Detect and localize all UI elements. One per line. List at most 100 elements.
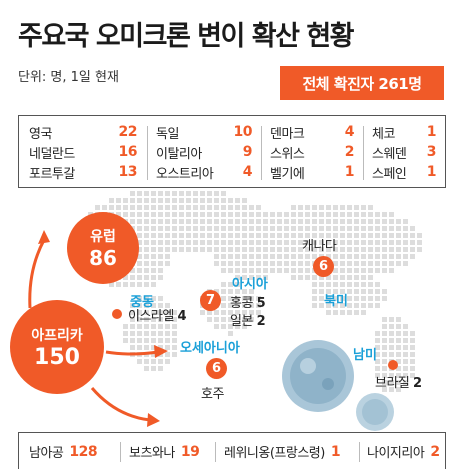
map-dot bbox=[172, 233, 177, 238]
map-dot bbox=[277, 233, 282, 238]
map-dot bbox=[200, 233, 205, 238]
map-dot bbox=[396, 352, 401, 357]
map-dot bbox=[263, 240, 268, 245]
map-dot bbox=[249, 261, 254, 266]
map-dot bbox=[158, 212, 163, 217]
country-name: 벨기에 bbox=[270, 166, 305, 182]
country-count: 13 bbox=[118, 164, 138, 180]
map-dot bbox=[382, 331, 387, 336]
map-dot bbox=[144, 268, 149, 273]
map-dot bbox=[221, 317, 226, 322]
africa-country-table: 남아공 128 보츠와나 19 레위니옹(프랑스령) 1 나이지리아 2 bbox=[18, 432, 446, 469]
country-count: 1 bbox=[426, 164, 437, 180]
map-dot bbox=[95, 205, 100, 210]
map-dot bbox=[284, 240, 289, 245]
map-dot bbox=[375, 359, 380, 364]
map-dot bbox=[375, 226, 380, 231]
map-dot bbox=[137, 275, 142, 280]
map-dot bbox=[396, 261, 401, 266]
map-dot bbox=[347, 247, 352, 252]
map-dot bbox=[361, 261, 366, 266]
map-dot bbox=[368, 275, 373, 280]
map-dot bbox=[326, 289, 331, 294]
map-dot bbox=[242, 233, 247, 238]
map-dot bbox=[151, 331, 156, 336]
map-dot bbox=[186, 191, 191, 196]
map-dot bbox=[417, 233, 422, 238]
label-japan: 일본 2 bbox=[230, 310, 266, 329]
country-name: 나이지리아 bbox=[367, 446, 425, 461]
map-dot bbox=[347, 310, 352, 315]
map-dot bbox=[158, 226, 163, 231]
column-divider bbox=[363, 126, 364, 180]
map-dot bbox=[214, 247, 219, 252]
map-dot bbox=[382, 226, 387, 231]
map-dot bbox=[403, 359, 408, 364]
map-dot bbox=[151, 219, 156, 224]
map-dot bbox=[214, 261, 219, 266]
map-dot bbox=[389, 352, 394, 357]
map-dot bbox=[207, 317, 212, 322]
map-dot bbox=[375, 303, 380, 308]
map-dot bbox=[305, 261, 310, 266]
map-dot bbox=[242, 303, 247, 308]
region-count: 86 bbox=[89, 246, 117, 270]
column-divider bbox=[120, 442, 121, 462]
map-dot bbox=[186, 212, 191, 217]
map-dot bbox=[116, 198, 121, 203]
map-dot bbox=[340, 275, 345, 280]
country-name: 이스라엘 bbox=[128, 309, 174, 324]
map-dot bbox=[256, 233, 261, 238]
map-dot bbox=[333, 219, 338, 224]
map-dot bbox=[396, 366, 401, 371]
map-dot bbox=[242, 212, 247, 217]
map-dot bbox=[130, 303, 135, 308]
europe-country-table: 영국 22 네덜란드 16 포르투갈 13 독일 10 이탈리아 9 오스트리아 4 덴마크… bbox=[18, 115, 446, 188]
label-israel: 이스라엘 4 bbox=[128, 305, 187, 324]
map-dot bbox=[228, 261, 233, 266]
map-dot bbox=[382, 366, 387, 371]
map-dot bbox=[347, 296, 352, 301]
map-dot bbox=[221, 310, 226, 315]
map-dot bbox=[403, 352, 408, 357]
map-dot bbox=[228, 331, 233, 336]
map-dot bbox=[319, 282, 324, 287]
map-dot bbox=[368, 247, 373, 252]
country-name: 덴마크 bbox=[270, 126, 305, 142]
map-dot bbox=[319, 205, 324, 210]
map-dot bbox=[165, 198, 170, 203]
map-dot bbox=[214, 310, 219, 315]
marker-dot bbox=[388, 360, 398, 370]
map-dot bbox=[270, 268, 275, 273]
map-dot bbox=[368, 212, 373, 217]
map-dot bbox=[249, 205, 254, 210]
map-dot bbox=[137, 198, 142, 203]
map-dot bbox=[130, 345, 135, 350]
map-dot bbox=[151, 303, 156, 308]
map-dot bbox=[242, 254, 247, 259]
map-dot bbox=[186, 233, 191, 238]
map-dot bbox=[165, 324, 170, 329]
map-dot bbox=[235, 296, 240, 301]
country-name: 브라질 bbox=[375, 376, 410, 391]
map-dot bbox=[186, 240, 191, 245]
map-dot bbox=[326, 310, 331, 315]
map-dot bbox=[144, 359, 149, 364]
map-dot bbox=[151, 233, 156, 238]
map-dot bbox=[347, 254, 352, 259]
map-dot bbox=[172, 324, 177, 329]
map-dot bbox=[354, 205, 359, 210]
map-dot bbox=[382, 317, 387, 322]
map-dot bbox=[137, 205, 142, 210]
map-dot bbox=[375, 219, 380, 224]
map-dot bbox=[354, 310, 359, 315]
map-dot bbox=[333, 282, 338, 287]
map-dot bbox=[389, 373, 394, 378]
map-dot bbox=[158, 261, 163, 266]
map-dot bbox=[249, 219, 254, 224]
region-label: 유럽 bbox=[90, 229, 116, 245]
map-dot bbox=[144, 366, 149, 371]
map-dot bbox=[389, 317, 394, 322]
map-dot bbox=[326, 212, 331, 217]
map-dot bbox=[340, 289, 345, 294]
